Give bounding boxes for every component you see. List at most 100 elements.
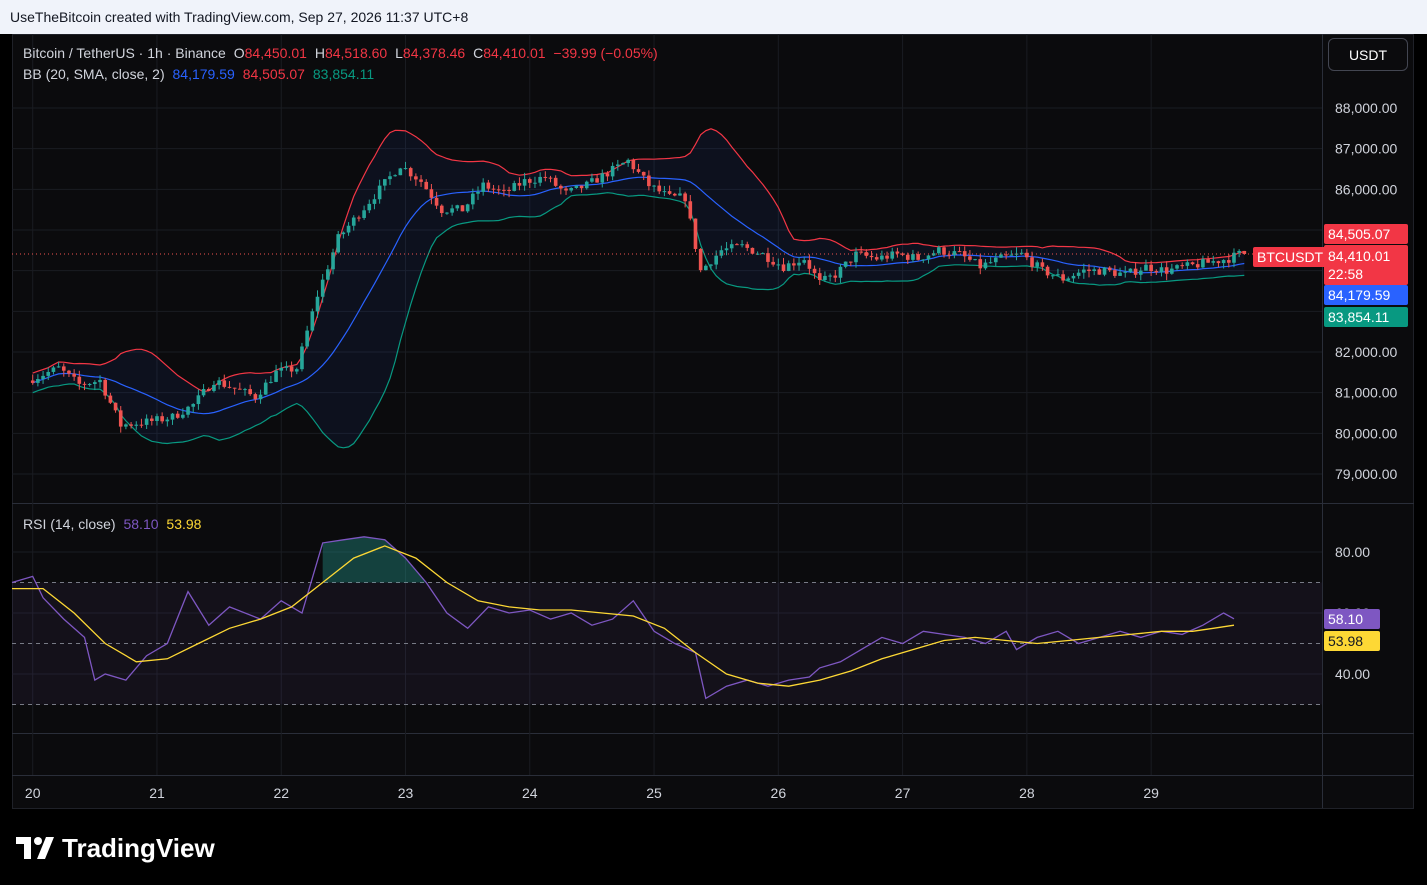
candle [1185, 259, 1190, 270]
attribution-text: UseTheBitcoin created with TradingView.c… [10, 9, 469, 25]
candle-body [512, 183, 517, 191]
candle-body [30, 380, 35, 383]
candle [460, 205, 465, 212]
candle-body [82, 383, 87, 385]
candle [1232, 248, 1236, 268]
candle [341, 231, 346, 239]
candle-body [1107, 267, 1112, 271]
candle [56, 361, 61, 368]
candle-body [491, 188, 496, 190]
candle [1004, 251, 1008, 260]
candle [129, 422, 133, 429]
candle [279, 362, 284, 378]
candle [755, 251, 760, 256]
candle [61, 363, 66, 377]
candle-body [134, 424, 139, 426]
tradingview-logo[interactable]: TradingView [16, 832, 215, 864]
candle-body [983, 262, 988, 269]
candle-body [439, 205, 444, 214]
candle [170, 412, 175, 425]
candle-body [564, 188, 568, 191]
chart-frame[interactable] [12, 34, 1414, 809]
candle-body [471, 193, 475, 205]
candle-body [968, 256, 972, 260]
candle [351, 215, 356, 231]
candle-body [388, 176, 392, 180]
candle [144, 414, 149, 430]
candle-body [786, 263, 791, 271]
candle [693, 218, 698, 253]
bb-label: BB (20, SMA, close, 2) [23, 66, 165, 82]
candle-body [181, 414, 185, 418]
candle-body [1226, 260, 1231, 263]
candle [367, 199, 372, 214]
candle [605, 171, 610, 182]
candle-body [274, 370, 278, 382]
candle [393, 174, 397, 177]
time-tick-label: 25 [646, 785, 662, 801]
currency-button[interactable]: USDT [1328, 38, 1408, 71]
rsi-legend[interactable]: RSI (14, close) 58.10 53.98 [23, 516, 205, 532]
candle-body [1242, 250, 1247, 254]
candle-body [698, 248, 703, 271]
candle-body [833, 275, 838, 278]
candle [988, 257, 993, 264]
rsi-ma-value: 53.98 [166, 516, 202, 532]
candle [113, 402, 118, 413]
candle [1092, 266, 1096, 276]
candle [87, 383, 92, 387]
candle-body [895, 251, 900, 254]
candle [1050, 275, 1055, 280]
time-tick-label: 20 [25, 785, 41, 801]
candle-body [709, 264, 713, 266]
rsi-tick-label: 40.00 [1335, 666, 1370, 682]
candle-body [641, 171, 646, 176]
candle [828, 273, 832, 282]
bb-legend[interactable]: BB (20, SMA, close, 2) 84,179.59 84,505.… [23, 66, 378, 82]
candle-body [1221, 260, 1226, 264]
candle [1045, 265, 1050, 279]
candle-body [201, 389, 206, 396]
candle-body [807, 260, 812, 269]
candle-body [155, 416, 159, 421]
candle-body [843, 261, 848, 267]
candle-body [605, 173, 610, 177]
candle-body [626, 159, 630, 164]
candle-body [1133, 268, 1138, 275]
time-tick-label: 26 [771, 785, 787, 801]
candle-body [1040, 262, 1045, 267]
change-value: −39.99 (−0.05%) [553, 45, 658, 61]
candle-body [1019, 252, 1024, 254]
time-tick-label: 27 [895, 785, 911, 801]
candle-body [1061, 274, 1065, 281]
candle-body [465, 204, 470, 212]
candle-body [212, 384, 216, 391]
candle [678, 187, 682, 196]
candle-body [683, 193, 687, 202]
last-price-tag: 84,410.01 22:58 [1324, 245, 1408, 285]
symbol-tag: BTCUSDT [1253, 247, 1328, 267]
candle-body [574, 185, 579, 188]
low-label: L [395, 45, 403, 61]
candle [139, 418, 144, 428]
bb-basis-line [32, 176, 1245, 415]
candle [450, 204, 454, 216]
candle [320, 273, 325, 303]
candle-body [103, 379, 108, 396]
candle-body [310, 311, 315, 331]
candle-body [838, 266, 843, 278]
candle-body [584, 181, 589, 189]
symbol-legend[interactable]: Bitcoin / TetherUS · 1h · Binance O84,45… [23, 45, 662, 61]
candle [802, 257, 807, 265]
candle-body [320, 279, 325, 297]
candle-body [999, 254, 1003, 258]
price-tick-label: 88,000.00 [1335, 100, 1397, 116]
candle-body [527, 179, 532, 183]
candle [434, 191, 439, 209]
candle [647, 170, 651, 191]
candle-body [118, 410, 123, 427]
low-value: 84,378.46 [402, 45, 466, 61]
candle-body [367, 203, 372, 211]
candle-body [445, 212, 449, 214]
